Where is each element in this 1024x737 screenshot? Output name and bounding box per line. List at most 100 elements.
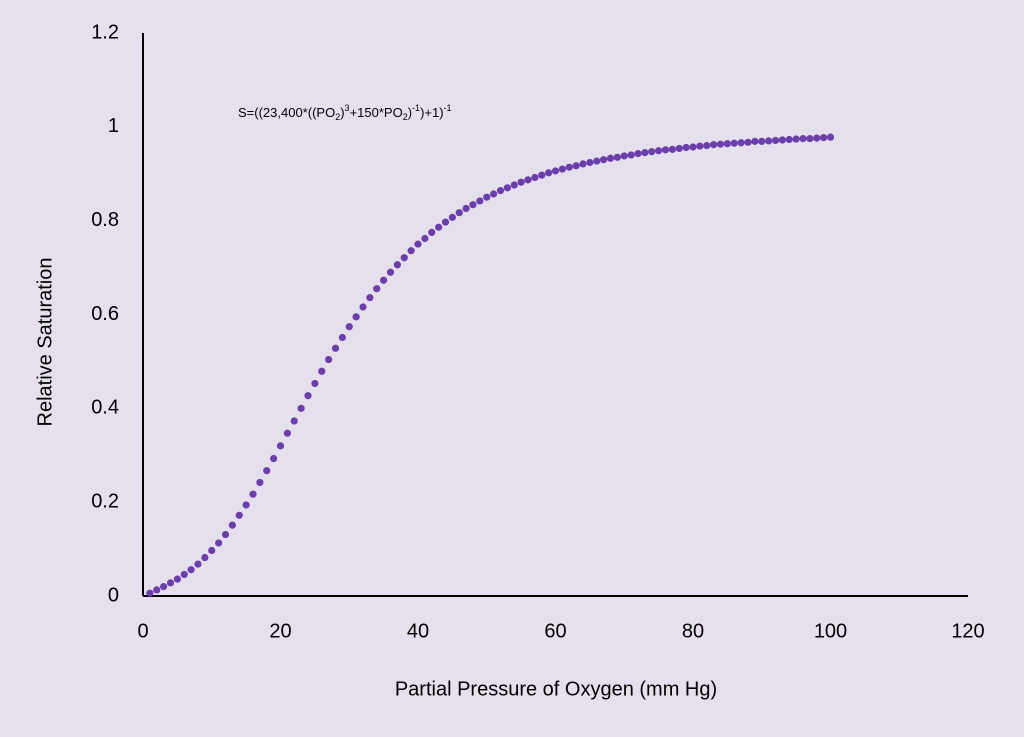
data-point: [710, 141, 718, 149]
data-point: [613, 153, 621, 161]
data-point: [545, 169, 553, 177]
data-point: [510, 181, 518, 189]
data-point: [469, 201, 477, 209]
data-point: [744, 138, 752, 146]
data-point: [249, 490, 257, 498]
data-point: [778, 136, 786, 144]
data-point: [490, 190, 498, 198]
data-point: [166, 579, 175, 587]
formula-part: )+1): [420, 105, 443, 120]
data-point: [517, 178, 525, 186]
data-point: [407, 247, 415, 255]
x-tick-label: 120: [951, 620, 984, 642]
data-point: [716, 140, 725, 148]
y-tick-label: 1: [108, 115, 119, 137]
data-point: [758, 137, 766, 145]
data-point: [146, 589, 154, 597]
data-point: [696, 142, 704, 150]
data-point: [318, 367, 326, 375]
data-point: [689, 143, 697, 151]
x-tick-label: 40: [407, 620, 429, 642]
data-point: [503, 184, 511, 192]
data-point: [799, 134, 807, 143]
data-point: [297, 404, 305, 412]
data-point: [160, 583, 168, 591]
data-point: [620, 152, 628, 160]
data-point: [276, 442, 285, 450]
data-point: [785, 135, 793, 144]
data-point: [771, 136, 780, 145]
data-point: [173, 575, 181, 583]
y-tick-label: 1.2: [91, 21, 119, 43]
data-point: [380, 276, 388, 284]
data-point: [325, 355, 333, 364]
data-point: [187, 566, 195, 574]
y-axis-title: Relative Saturation: [34, 258, 56, 427]
x-tick-label: 0: [137, 620, 148, 642]
data-point: [393, 261, 401, 269]
data-point: [565, 163, 573, 171]
data-point: [208, 546, 216, 555]
formula-part: ): [408, 105, 412, 120]
data-point: [215, 539, 223, 547]
data-point: [242, 501, 250, 509]
data-point: [428, 228, 436, 236]
data-point: [256, 478, 264, 487]
data-point: [290, 417, 298, 425]
data-point: [435, 223, 443, 231]
x-tick-label: 20: [269, 620, 291, 642]
data-point: [641, 149, 649, 157]
data-point: [221, 530, 230, 539]
data-point: [414, 240, 422, 248]
data-point: [352, 313, 360, 321]
data-point: [668, 145, 676, 153]
data-point: [359, 303, 367, 311]
data-point: [283, 429, 291, 437]
data-point: [476, 197, 484, 205]
data-point: [311, 379, 319, 388]
data-point: [730, 139, 738, 147]
data-point: [648, 148, 656, 156]
data-point: [448, 213, 456, 221]
formula-part: +150*PO: [350, 105, 403, 120]
y-tick-label: 0: [108, 584, 119, 606]
data-point: [558, 165, 566, 173]
data-point: [235, 511, 243, 519]
data-point: [634, 149, 642, 158]
y-tick-label: 0.8: [91, 209, 119, 231]
x-tick-label: 80: [682, 620, 704, 642]
data-point: [338, 333, 346, 342]
data-point: [373, 285, 381, 293]
data-point: [593, 157, 601, 165]
data-point: [366, 294, 374, 302]
x-tick-label: 100: [814, 620, 847, 642]
data-point: [345, 323, 353, 331]
data-point: [627, 151, 635, 159]
data-point: [331, 344, 340, 352]
data-point: [792, 135, 800, 143]
formula-part: 3: [345, 103, 350, 113]
data-point: [820, 134, 828, 142]
x-axis-title: Partial Pressure of Oxygen (mm Hg): [395, 678, 717, 700]
data-point: [483, 193, 491, 201]
data-point: [675, 144, 683, 153]
data-point: [462, 204, 470, 213]
y-tick-label: 0.2: [91, 490, 119, 512]
data-point: [579, 160, 587, 168]
data-point: [661, 146, 670, 154]
data-point: [263, 467, 271, 475]
data-point: [600, 156, 608, 164]
data-point: [153, 586, 161, 594]
data-point: [194, 560, 202, 568]
y-tick-label: 0.6: [91, 303, 119, 325]
data-point: [531, 173, 539, 182]
formula-part: -1: [444, 103, 452, 113]
data-point: [270, 454, 278, 463]
data-point: [813, 134, 821, 142]
formula-part: ): [340, 105, 344, 120]
data-point: [228, 521, 236, 529]
data-point: [441, 218, 450, 226]
data-point: [386, 268, 395, 276]
